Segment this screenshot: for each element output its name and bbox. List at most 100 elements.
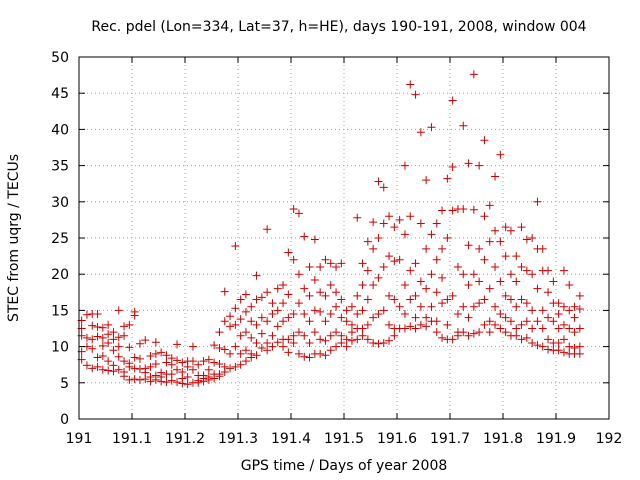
data-point: [215, 344, 224, 353]
data-point: [544, 266, 553, 275]
data-point: [496, 324, 505, 333]
data-point: [252, 271, 261, 280]
data-point: [453, 331, 462, 340]
data-point: [443, 234, 452, 242]
data-point: [385, 320, 394, 329]
data-point: [236, 349, 245, 358]
data-point: [210, 341, 219, 350]
data-point: [538, 342, 547, 351]
data-point: [554, 324, 563, 333]
data-point: [120, 372, 129, 381]
data-point: [236, 315, 245, 324]
y-tick-label: 25: [51, 231, 69, 247]
data-point: [385, 291, 394, 300]
data-point: [570, 302, 579, 311]
x-tick-label: 191.3: [218, 431, 258, 447]
data-point: [369, 281, 378, 290]
data-point: [231, 241, 240, 250]
data-point: [358, 324, 367, 333]
axis-ticks: 191 191.1 191.2 191.3 191.4 191.5 191.6 191.7 19…: [51, 50, 622, 447]
data-point: [491, 172, 500, 181]
data-point: [570, 313, 579, 322]
data-point: [443, 295, 452, 304]
data-point: [496, 310, 505, 319]
data-point: [395, 255, 404, 264]
data-point: [427, 302, 436, 311]
data-point: [284, 335, 293, 344]
data-point: [305, 353, 314, 362]
data-point: [432, 317, 441, 326]
data-point: [475, 328, 484, 337]
data-point: [109, 335, 118, 344]
data-point: [459, 328, 468, 337]
data-point: [231, 342, 240, 351]
data-point: [151, 359, 160, 368]
data-point: [188, 365, 197, 374]
data-point: [363, 335, 372, 344]
data-point: [522, 317, 531, 326]
data-point: [549, 277, 558, 286]
data-point: [141, 375, 150, 384]
data-point: [353, 291, 362, 300]
data-point: [464, 313, 473, 322]
data-point: [575, 324, 584, 333]
data-point: [438, 244, 447, 253]
y-tick-label: 5: [60, 376, 69, 392]
data-point: [241, 328, 250, 337]
data-point: [326, 346, 335, 355]
data-point: [284, 348, 293, 357]
y-tick-label: 15: [51, 303, 69, 319]
data-point: [512, 252, 521, 261]
data-point: [432, 328, 441, 337]
data-point: [342, 306, 351, 315]
data-point: [369, 244, 378, 253]
data-point: [374, 273, 383, 282]
data-point: [406, 80, 415, 89]
data-point: [559, 266, 568, 275]
data-point: [554, 338, 563, 347]
data-point: [146, 377, 155, 386]
data-point: [204, 355, 213, 364]
data-point: [326, 259, 335, 268]
data-point: [268, 310, 277, 319]
data-point: [162, 378, 171, 387]
data-point: [151, 349, 160, 358]
data-point: [194, 360, 203, 369]
data-point: [406, 266, 415, 275]
data-point: [480, 320, 489, 329]
data-point: [475, 277, 484, 286]
y-tick-label: 10: [51, 340, 69, 356]
data-point: [395, 215, 404, 224]
data-point: [151, 338, 160, 347]
data-point: [506, 226, 515, 235]
data-point: [236, 295, 245, 304]
data-point: [114, 333, 123, 342]
data-point: [464, 281, 473, 290]
data-point: [178, 358, 187, 367]
data-point: [469, 70, 478, 79]
data-point: [379, 338, 388, 347]
data-point: [82, 333, 91, 342]
data-point: [151, 375, 160, 384]
data-point: [146, 352, 155, 361]
data-point: [554, 310, 563, 319]
data-point: [310, 306, 319, 315]
data-point: [220, 317, 229, 326]
data-point: [215, 372, 224, 381]
data-point: [485, 284, 494, 293]
data-point: [199, 377, 208, 386]
data-point: [533, 197, 542, 206]
data-point: [422, 313, 431, 322]
data-point: [332, 262, 341, 271]
data-point: [459, 270, 468, 279]
data-point: [194, 378, 203, 387]
data-point: [226, 349, 235, 358]
data-point: [252, 320, 261, 329]
data-point: [257, 293, 266, 302]
data-point: [485, 328, 494, 337]
data-point: [480, 295, 489, 304]
data-point: [353, 310, 362, 319]
data-point: [469, 205, 478, 214]
data-point: [273, 306, 282, 315]
data-point: [559, 348, 568, 357]
